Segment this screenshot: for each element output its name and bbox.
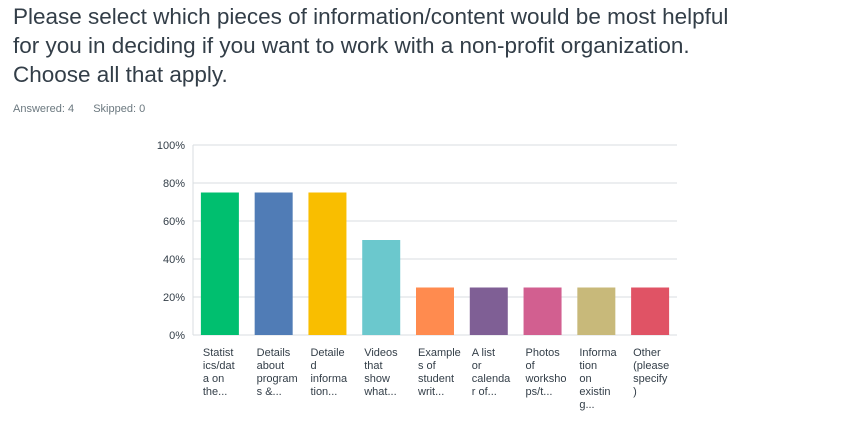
x-category-label: Other (please specify): [633, 347, 669, 398]
bar[interactable]: [469, 287, 508, 336]
bar[interactable]: [416, 287, 454, 336]
question-line-1: Please select which pieces of informatio…: [13, 4, 729, 29]
skipped-count: Skipped: 0: [93, 103, 146, 115]
y-tick-label: 100%: [157, 140, 185, 152]
bar[interactable]: [254, 192, 293, 336]
response-stats: Answered: 4 Skipped: 0: [13, 103, 161, 115]
y-tick-label: 40%: [163, 254, 185, 266]
question-line-3: Choose all that apply.: [13, 62, 228, 87]
bar[interactable]: [577, 287, 616, 336]
x-category-label: Details about program s &...: [257, 347, 298, 398]
x-category-label: Informa tion on existin g...: [579, 347, 617, 411]
answered-count: Answered: 4: [13, 103, 75, 115]
x-category-label: Example s of student writ...: [417, 347, 461, 398]
bar[interactable]: [308, 192, 347, 336]
y-tick-label: 80%: [163, 178, 185, 190]
x-category-label: A list or calenda r of...: [472, 347, 511, 398]
x-category-label: Detaile d informa tion...: [310, 347, 348, 398]
bar[interactable]: [631, 287, 670, 336]
question-title: Please select which pieces of informatio…: [13, 2, 833, 89]
y-tick-label: 60%: [163, 216, 185, 228]
question-line-2: for you in deciding if you want to work …: [13, 33, 690, 58]
bar[interactable]: [523, 287, 562, 336]
y-tick-label: 0%: [169, 330, 185, 342]
x-category-label: Videos that show what...: [363, 347, 398, 398]
y-tick-label: 20%: [163, 292, 185, 304]
x-category-label: Statist ics/dat a on the...: [203, 347, 235, 398]
bar[interactable]: [200, 192, 239, 336]
bar[interactable]: [362, 240, 401, 335]
x-category-label: Photos of worksho ps/t...: [525, 347, 567, 398]
